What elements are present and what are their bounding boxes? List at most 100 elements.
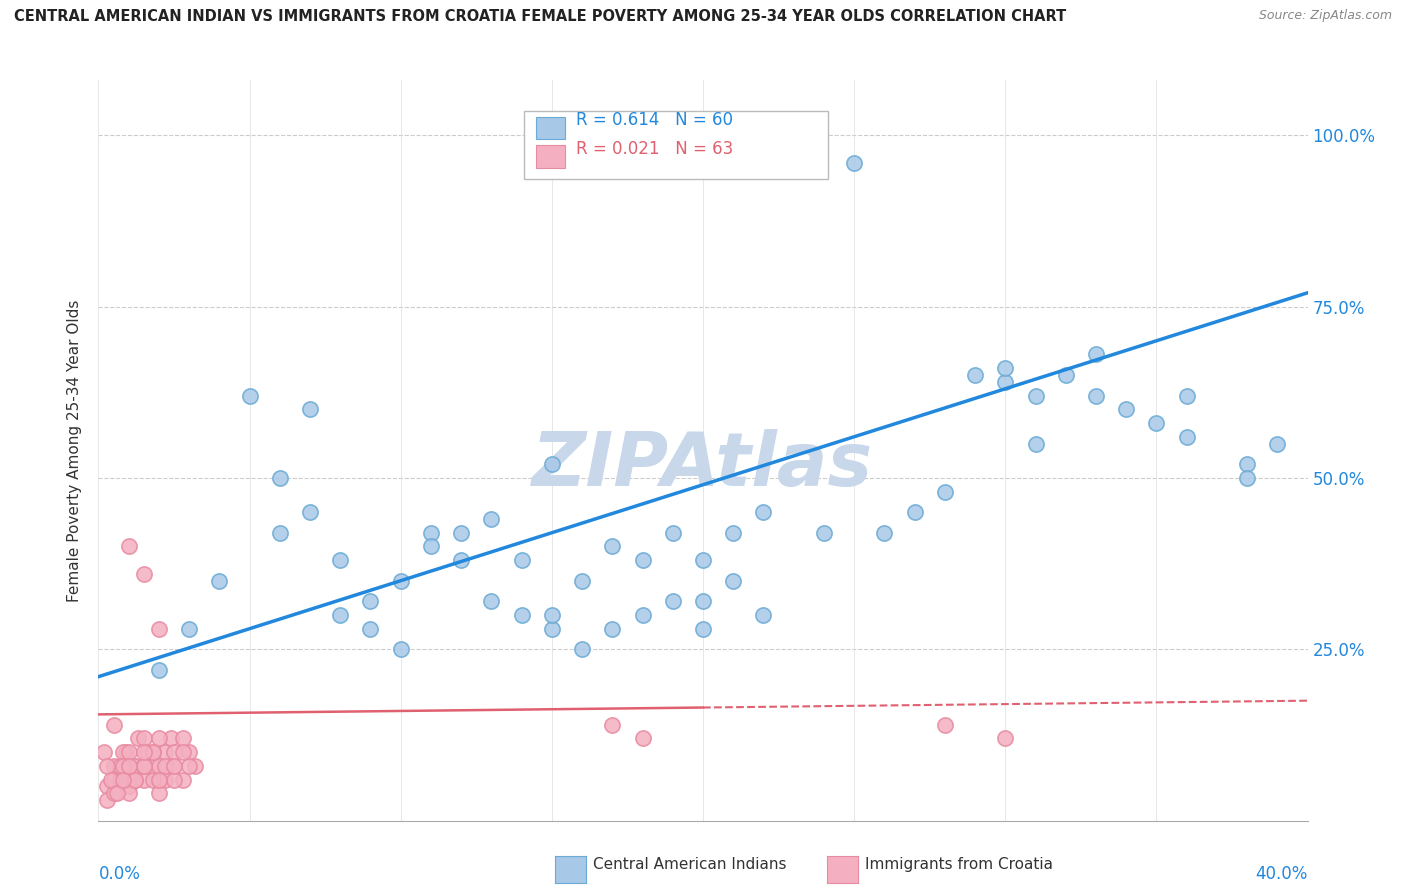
Point — [148, 759, 170, 773]
Point — [723, 574, 745, 588]
Point — [108, 759, 131, 773]
Point — [934, 717, 956, 731]
Text: ZIPAtlas: ZIPAtlas — [533, 429, 873, 502]
Point — [723, 525, 745, 540]
Point — [124, 772, 146, 787]
Point — [118, 759, 141, 773]
Point — [111, 759, 134, 773]
Point — [994, 731, 1017, 746]
Point — [299, 402, 322, 417]
Point — [132, 731, 155, 746]
Point — [132, 759, 155, 773]
Point — [208, 574, 231, 588]
Point — [103, 772, 125, 787]
Point — [93, 745, 115, 759]
Point — [103, 759, 125, 773]
Point — [127, 731, 149, 746]
Point — [420, 525, 443, 540]
Point — [873, 525, 896, 540]
Point — [510, 553, 533, 567]
Point — [481, 594, 503, 608]
Point — [179, 622, 201, 636]
Point — [148, 663, 170, 677]
Point — [163, 772, 186, 787]
Point — [163, 759, 186, 773]
Point — [118, 772, 141, 787]
Point — [111, 772, 134, 787]
Point — [602, 717, 624, 731]
Point — [239, 389, 262, 403]
Point — [124, 772, 146, 787]
Point — [269, 525, 291, 540]
Point — [118, 780, 141, 794]
Point — [105, 786, 128, 800]
Text: CENTRAL AMERICAN INDIAN VS IMMIGRANTS FROM CROATIA FEMALE POVERTY AMONG 25-34 YE: CENTRAL AMERICAN INDIAN VS IMMIGRANTS FR… — [14, 9, 1066, 24]
FancyBboxPatch shape — [536, 117, 565, 139]
Point — [631, 731, 654, 746]
Point — [96, 780, 118, 794]
Y-axis label: Female Poverty Among 25-34 Year Olds: Female Poverty Among 25-34 Year Olds — [67, 300, 83, 601]
Point — [329, 607, 352, 622]
Point — [153, 759, 176, 773]
Point — [1085, 347, 1108, 361]
Point — [360, 622, 382, 636]
Point — [1175, 389, 1198, 403]
Point — [179, 745, 201, 759]
Point — [1024, 389, 1046, 403]
Point — [1236, 457, 1258, 471]
Point — [813, 525, 835, 540]
Point — [160, 731, 183, 746]
Point — [1054, 368, 1077, 382]
Point — [752, 505, 775, 519]
Point — [571, 574, 593, 588]
Point — [142, 745, 165, 759]
Text: Source: ZipAtlas.com: Source: ZipAtlas.com — [1258, 9, 1392, 22]
Point — [450, 553, 472, 567]
Point — [108, 772, 131, 787]
Point — [1115, 402, 1137, 417]
Point — [148, 772, 170, 787]
Point — [96, 793, 118, 807]
Point — [1236, 471, 1258, 485]
Point — [148, 786, 170, 800]
Text: Immigrants from Croatia: Immigrants from Croatia — [865, 857, 1053, 872]
Point — [132, 566, 155, 581]
Point — [172, 745, 194, 759]
Point — [360, 594, 382, 608]
Point — [661, 525, 683, 540]
Point — [148, 622, 170, 636]
Text: 0.0%: 0.0% — [98, 865, 141, 883]
Point — [172, 772, 194, 787]
Point — [450, 525, 472, 540]
Point — [631, 607, 654, 622]
Point — [692, 622, 714, 636]
Point — [118, 786, 141, 800]
Point — [96, 759, 118, 773]
Point — [148, 731, 170, 746]
Point — [540, 607, 562, 622]
Point — [389, 574, 412, 588]
Point — [163, 759, 186, 773]
Point — [661, 594, 683, 608]
Point — [142, 745, 165, 759]
Point — [172, 731, 194, 746]
Point — [111, 745, 134, 759]
Point — [540, 622, 562, 636]
Point — [142, 759, 165, 773]
Point — [118, 745, 141, 759]
Point — [752, 607, 775, 622]
Point — [132, 759, 155, 773]
Point — [132, 772, 155, 787]
Point — [420, 540, 443, 554]
Point — [1024, 436, 1046, 450]
Point — [153, 745, 176, 759]
Point — [1267, 436, 1289, 450]
Point — [631, 553, 654, 567]
Point — [148, 772, 170, 787]
Point — [132, 745, 155, 759]
Point — [124, 759, 146, 773]
Point — [153, 772, 176, 787]
FancyBboxPatch shape — [524, 112, 828, 178]
Point — [692, 553, 714, 567]
Point — [571, 642, 593, 657]
